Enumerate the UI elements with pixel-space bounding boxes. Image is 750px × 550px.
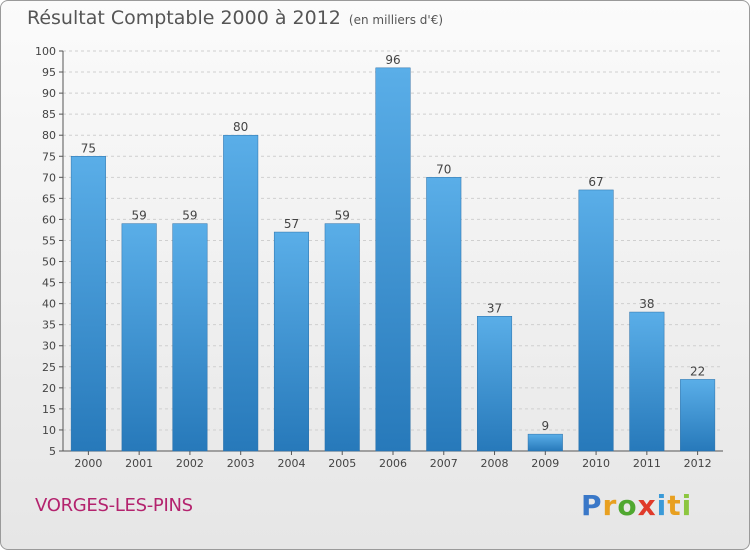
logo-letter: P xyxy=(581,489,603,522)
y-tick-label: 60 xyxy=(42,213,56,226)
x-axis-labels: 2000 2001 2002 2003 2004 2005 2006 2007 2008 2009… xyxy=(74,457,711,470)
commune-name: VORGES-LES-PINS xyxy=(35,495,193,516)
x-tick-label-2001: 2001 xyxy=(125,457,153,470)
data-label-2001: 59 xyxy=(132,209,147,223)
logo-letter: t xyxy=(667,489,682,522)
logo-letter: x xyxy=(637,489,657,522)
x-tick-label-2009: 2009 xyxy=(531,457,559,470)
logo-letter: i xyxy=(681,489,693,522)
y-tick-label: 45 xyxy=(42,277,56,290)
y-tick-label: 80 xyxy=(42,129,56,142)
data-label-2008: 37 xyxy=(487,301,502,315)
y-tick-label: 20 xyxy=(42,382,56,395)
x-tick-label-2012: 2012 xyxy=(684,457,712,470)
data-label-2000: 75 xyxy=(81,141,96,155)
y-tick-label: 40 xyxy=(42,298,56,311)
x-tick-label-2010: 2010 xyxy=(582,457,610,470)
bar-2004 xyxy=(273,231,309,452)
bars xyxy=(70,67,716,452)
bar-2001 xyxy=(121,223,157,452)
y-tick-label: 30 xyxy=(42,340,56,353)
data-label-2009: 9 xyxy=(541,419,549,433)
y-tick-label: 70 xyxy=(42,171,56,184)
chart-title-text: Résultat Comptable 2000 à 2012 xyxy=(27,7,341,29)
y-tick-label: 100 xyxy=(35,45,56,58)
y-tick-label: 95 xyxy=(42,66,56,79)
chart-title: Résultat Comptable 2000 à 2012 (en millie… xyxy=(27,7,443,29)
logo-letter: i xyxy=(656,489,668,522)
bar-2010 xyxy=(578,189,614,452)
y-tick-label: 5 xyxy=(49,445,56,458)
bar-2011 xyxy=(629,311,665,452)
bar-2000 xyxy=(70,156,106,452)
data-labels: 75 59 59 80 57 59 96 70 37 9 67 38 22 xyxy=(81,53,706,433)
y-tick-label: 85 xyxy=(42,108,56,121)
bar-2008 xyxy=(477,316,513,452)
data-label-2003: 80 xyxy=(233,120,248,134)
x-tick-label-2006: 2006 xyxy=(379,457,407,470)
y-axis-labels: 5 10 15 20 25 30 35 40 45 50 55 60 65 70 75 80 85 90 95 100 xyxy=(35,45,56,458)
x-tick-label-2007: 2007 xyxy=(430,457,458,470)
bar-2003 xyxy=(223,134,259,452)
y-tick-label: 25 xyxy=(42,361,56,374)
y-tick-label: 90 xyxy=(42,87,56,100)
y-tick-label: 35 xyxy=(42,319,56,332)
y-tick-label: 10 xyxy=(42,424,56,437)
x-tick-label-2004: 2004 xyxy=(277,457,305,470)
x-tick-label-2003: 2003 xyxy=(227,457,255,470)
data-label-2010: 67 xyxy=(588,175,603,189)
bar-2012 xyxy=(680,379,716,452)
y-tick-label: 75 xyxy=(42,150,56,163)
bar-2006 xyxy=(375,67,411,452)
x-tick-label-2008: 2008 xyxy=(481,457,509,470)
x-tick-label-2011: 2011 xyxy=(633,457,661,470)
data-label-2004: 57 xyxy=(284,217,299,231)
data-label-2002: 59 xyxy=(182,209,197,223)
logo-letter: o xyxy=(617,489,638,522)
data-label-2011: 38 xyxy=(639,297,654,311)
bar-2005 xyxy=(324,223,360,452)
data-label-2005: 59 xyxy=(335,209,350,223)
y-tick-label: 50 xyxy=(42,256,56,269)
data-label-2012: 22 xyxy=(690,364,705,378)
bar-2009 xyxy=(527,433,563,452)
y-tick-label: 55 xyxy=(42,234,56,247)
bar-2002 xyxy=(172,223,208,452)
chart-subtitle: (en milliers d'€) xyxy=(348,13,444,27)
data-label-2007: 70 xyxy=(436,162,451,176)
proxiti-logo: Proxiti xyxy=(581,489,692,522)
data-label-2006: 96 xyxy=(385,53,400,67)
x-tick-label-2002: 2002 xyxy=(176,457,204,470)
x-tick-label-2000: 2000 xyxy=(74,457,102,470)
y-tick-label: 15 xyxy=(42,403,56,416)
bar-2007 xyxy=(426,177,462,452)
y-tick-label: 65 xyxy=(42,192,56,205)
logo-letter: r xyxy=(602,489,618,522)
x-tick-label-2005: 2005 xyxy=(328,457,356,470)
